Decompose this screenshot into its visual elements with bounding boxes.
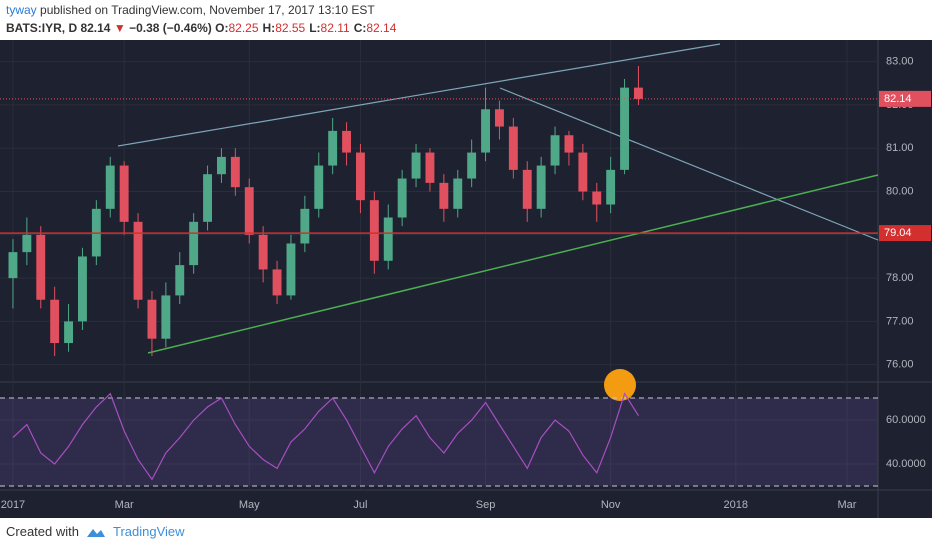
candle-body bbox=[522, 169, 532, 209]
candle-body bbox=[175, 265, 185, 296]
ohlc-value: 82.14 bbox=[366, 21, 397, 35]
y-tick-label: 76.00 bbox=[886, 359, 914, 371]
candle-body bbox=[147, 299, 157, 339]
candle-body bbox=[439, 182, 449, 209]
ohlc: O:82.25 H:82.55 L:82.11 C:82.14 bbox=[215, 21, 400, 35]
rsi-highlight bbox=[604, 369, 636, 401]
published: published on TradingView.com, November 1… bbox=[40, 3, 375, 17]
footer-text: Created with bbox=[6, 524, 79, 539]
candle-body bbox=[397, 178, 407, 218]
y-tick-label: 60.0000 bbox=[886, 414, 926, 426]
candle-body bbox=[536, 165, 546, 209]
y-tick-label: 83.00 bbox=[886, 56, 914, 68]
y-tick-label: 80.00 bbox=[886, 185, 914, 197]
candle-body bbox=[606, 169, 616, 205]
ohlc-value: 82.11 bbox=[320, 21, 350, 35]
candle-body bbox=[314, 165, 324, 209]
candle-body bbox=[286, 243, 296, 296]
candle-body bbox=[244, 187, 254, 235]
x-tick-label: Sep bbox=[476, 499, 496, 511]
symbol: BATS:IYR, D bbox=[6, 21, 78, 35]
channel-line bbox=[117, 43, 721, 147]
x-tick-label: 2018 bbox=[724, 499, 748, 511]
candle-body bbox=[369, 200, 379, 261]
symbol-line: BATS:IYR, D 82.14 ▼ −0.38 (−0.46%) O:82.… bbox=[6, 21, 400, 35]
candle-body bbox=[217, 156, 226, 175]
candle-body bbox=[550, 135, 560, 166]
rsi-band bbox=[0, 398, 878, 487]
candle-body bbox=[620, 87, 629, 170]
ascending-trendline bbox=[147, 174, 879, 354]
candle-body bbox=[133, 221, 143, 300]
author[interactable]: tyway bbox=[6, 3, 37, 17]
ohlc-key: L: bbox=[309, 21, 321, 35]
candle-body bbox=[189, 221, 199, 266]
candle-body bbox=[383, 217, 393, 261]
candle-body bbox=[564, 135, 574, 153]
footer: Created with TradingView bbox=[6, 524, 185, 539]
level-label: 79.04 bbox=[884, 227, 912, 239]
brand[interactable]: TradingView bbox=[112, 524, 185, 539]
candle-body bbox=[50, 299, 60, 344]
candle-body bbox=[300, 208, 310, 244]
candle-body bbox=[36, 234, 46, 300]
candle-body bbox=[258, 234, 268, 270]
candle-body bbox=[272, 269, 282, 296]
rsi-line bbox=[12, 392, 640, 481]
publish-line: tyway published on TradingView.com, Nove… bbox=[6, 3, 375, 17]
candle-body bbox=[481, 109, 490, 153]
level-label-bg bbox=[879, 225, 931, 242]
ohlc-key: C: bbox=[353, 21, 367, 35]
candle-body bbox=[161, 295, 171, 339]
candle-body bbox=[328, 130, 338, 166]
ohlc-value: 82.55 bbox=[275, 21, 306, 35]
candle-body bbox=[592, 191, 602, 205]
candle-body bbox=[508, 126, 518, 170]
x-tick-label: Nov bbox=[601, 499, 621, 511]
candle-body bbox=[411, 152, 421, 179]
y-tick-label: 81.00 bbox=[886, 142, 914, 154]
x-tick-label: Jul bbox=[353, 499, 367, 511]
logo bbox=[86, 528, 105, 537]
candle-body bbox=[119, 165, 129, 222]
candle-body bbox=[578, 152, 588, 192]
candle-body bbox=[203, 174, 212, 222]
ohlc-value: 82.25 bbox=[228, 21, 259, 35]
y-tick-label: 77.00 bbox=[886, 315, 914, 327]
x-tick-label: Mar bbox=[837, 499, 856, 511]
candle-body bbox=[64, 321, 73, 344]
x-tick-label: 2017 bbox=[1, 499, 25, 511]
candle-body bbox=[8, 252, 18, 279]
ohlc-key: O: bbox=[215, 21, 229, 35]
chart: 76.0077.0078.0079.0080.0081.0082.0083.00… bbox=[0, 40, 932, 518]
last-price-bg bbox=[879, 90, 931, 107]
arrow: ▼ bbox=[113, 21, 126, 35]
last-price-label: 82.14 bbox=[884, 93, 912, 105]
descending-trendline bbox=[499, 87, 879, 241]
candle-body bbox=[425, 152, 435, 183]
candle-body bbox=[356, 152, 365, 201]
candle-body bbox=[78, 256, 87, 322]
candle-body bbox=[230, 156, 240, 188]
x-tick-label: May bbox=[239, 499, 260, 511]
candle-body bbox=[495, 109, 504, 127]
x-tick-label: Mar bbox=[115, 499, 134, 511]
ohlc-key: H: bbox=[262, 21, 276, 35]
candle-body bbox=[634, 87, 643, 99]
y-tick-label: 78.00 bbox=[886, 272, 914, 284]
candle-body bbox=[453, 178, 463, 209]
y-tick-label: 40.0000 bbox=[886, 458, 926, 470]
candle-body bbox=[22, 234, 32, 253]
candle-body bbox=[105, 165, 115, 209]
last: 82.14 bbox=[80, 21, 111, 35]
candle-body bbox=[342, 130, 351, 153]
change: −0.38 (−0.46%) bbox=[129, 21, 212, 35]
candle-body bbox=[467, 152, 477, 179]
